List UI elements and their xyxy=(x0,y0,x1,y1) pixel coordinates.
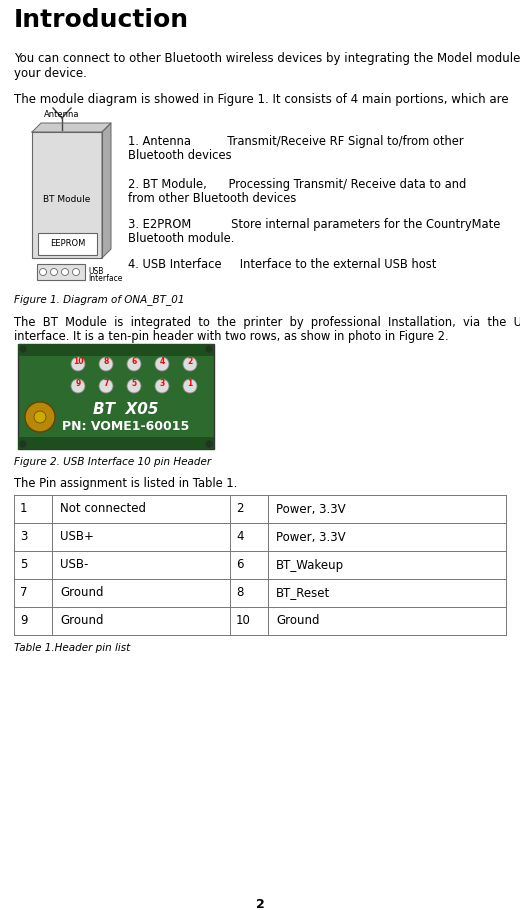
Text: Figure 1. Diagram of ONA_BT_01: Figure 1. Diagram of ONA_BT_01 xyxy=(14,294,185,305)
Text: 8: 8 xyxy=(103,357,109,366)
Text: You can connect to other Bluetooth wireless devices by integrating the Model mod: You can connect to other Bluetooth wirel… xyxy=(14,52,520,65)
Circle shape xyxy=(50,268,58,276)
Text: 10: 10 xyxy=(236,614,251,628)
Text: Antenna: Antenna xyxy=(44,110,80,119)
Text: Introduction: Introduction xyxy=(14,8,189,32)
Text: The module diagram is showed in Figure 1. It consists of 4 main portions, which : The module diagram is showed in Figure 1… xyxy=(14,93,509,106)
Polygon shape xyxy=(102,123,111,258)
Circle shape xyxy=(40,268,46,276)
Text: Power, 3.3V: Power, 3.3V xyxy=(276,531,346,543)
Circle shape xyxy=(25,402,55,432)
Text: USB: USB xyxy=(88,267,103,276)
Text: your device.: your device. xyxy=(14,67,87,80)
Text: Ground: Ground xyxy=(60,614,103,628)
Text: Bluetooth devices: Bluetooth devices xyxy=(128,149,231,162)
Text: 4: 4 xyxy=(236,531,243,543)
Text: 2: 2 xyxy=(187,357,192,366)
Text: 9: 9 xyxy=(75,379,81,388)
Text: USB-: USB- xyxy=(60,559,88,571)
Circle shape xyxy=(205,346,213,352)
Text: Not connected: Not connected xyxy=(60,502,146,515)
Text: BT_Reset: BT_Reset xyxy=(276,587,330,600)
Text: 6: 6 xyxy=(236,559,243,571)
Circle shape xyxy=(155,357,169,371)
Text: 4. USB Interface     Interface to the external USB host: 4. USB Interface Interface to the extern… xyxy=(128,258,436,271)
Text: BT_Wakeup: BT_Wakeup xyxy=(276,559,344,571)
Text: PN: VOME1-60015: PN: VOME1-60015 xyxy=(62,420,190,432)
Text: BT Module: BT Module xyxy=(43,196,90,205)
Bar xyxy=(18,344,214,449)
Text: USB+: USB+ xyxy=(60,531,94,543)
Text: Figure 2. USB Interface 10 pin Header: Figure 2. USB Interface 10 pin Header xyxy=(14,457,211,467)
Text: 1: 1 xyxy=(187,379,192,388)
Text: Power, 3.3V: Power, 3.3V xyxy=(276,502,346,515)
Text: 3: 3 xyxy=(20,531,28,543)
Circle shape xyxy=(183,357,197,371)
Text: 5: 5 xyxy=(20,559,28,571)
Text: Ground: Ground xyxy=(276,614,319,628)
Circle shape xyxy=(72,268,80,276)
Text: Ground: Ground xyxy=(60,587,103,600)
Circle shape xyxy=(99,357,113,371)
Bar xyxy=(38,233,97,255)
Text: 2. BT Module,      Processing Transmit/ Receive data to and: 2. BT Module, Processing Transmit/ Recei… xyxy=(128,178,466,191)
Text: 1. Antenna          Transmit/Receive RF Signal to/from other: 1. Antenna Transmit/Receive RF Signal to… xyxy=(128,135,464,148)
Circle shape xyxy=(183,379,197,393)
Bar xyxy=(18,344,214,356)
Text: 10: 10 xyxy=(73,357,83,366)
Text: The  BT  Module  is  integrated  to  the  printer  by  professional  Installatio: The BT Module is integrated to the print… xyxy=(14,316,520,329)
Circle shape xyxy=(71,379,85,393)
Text: 9: 9 xyxy=(20,614,28,628)
Text: 8: 8 xyxy=(236,587,243,600)
Bar xyxy=(32,132,102,258)
Text: 3. E2PROM           Store internal parameters for the CountryMate: 3. E2PROM Store internal parameters for … xyxy=(128,218,500,231)
Text: 1: 1 xyxy=(20,502,28,515)
Text: 2: 2 xyxy=(236,502,243,515)
Text: Interface: Interface xyxy=(88,274,122,283)
Bar xyxy=(18,437,214,449)
Text: Bluetooth module.: Bluetooth module. xyxy=(128,232,235,245)
Circle shape xyxy=(127,357,141,371)
Text: 7: 7 xyxy=(103,379,109,388)
Circle shape xyxy=(205,440,213,448)
Text: 6: 6 xyxy=(132,357,137,366)
Circle shape xyxy=(155,379,169,393)
Circle shape xyxy=(34,411,46,423)
Text: 5: 5 xyxy=(132,379,137,388)
Polygon shape xyxy=(32,123,111,132)
Circle shape xyxy=(127,379,141,393)
Circle shape xyxy=(20,440,27,448)
Circle shape xyxy=(71,357,85,371)
Text: EEPROM: EEPROM xyxy=(50,239,85,248)
Text: 7: 7 xyxy=(20,587,28,600)
Circle shape xyxy=(99,379,113,393)
Text: 3: 3 xyxy=(159,379,165,388)
Text: 2: 2 xyxy=(256,898,264,910)
Text: from other Bluetooth devices: from other Bluetooth devices xyxy=(128,192,296,205)
Bar xyxy=(37,264,85,280)
Text: 4: 4 xyxy=(159,357,165,366)
Circle shape xyxy=(61,268,69,276)
Text: Table 1.Header pin list: Table 1.Header pin list xyxy=(14,643,130,653)
Text: The Pin assignment is listed in Table 1.: The Pin assignment is listed in Table 1. xyxy=(14,477,237,490)
Circle shape xyxy=(20,346,27,352)
Text: BT  X05: BT X05 xyxy=(93,401,159,417)
Text: interface. It is a ten-pin header with two rows, as show in photo in Figure 2.: interface. It is a ten-pin header with t… xyxy=(14,330,449,343)
